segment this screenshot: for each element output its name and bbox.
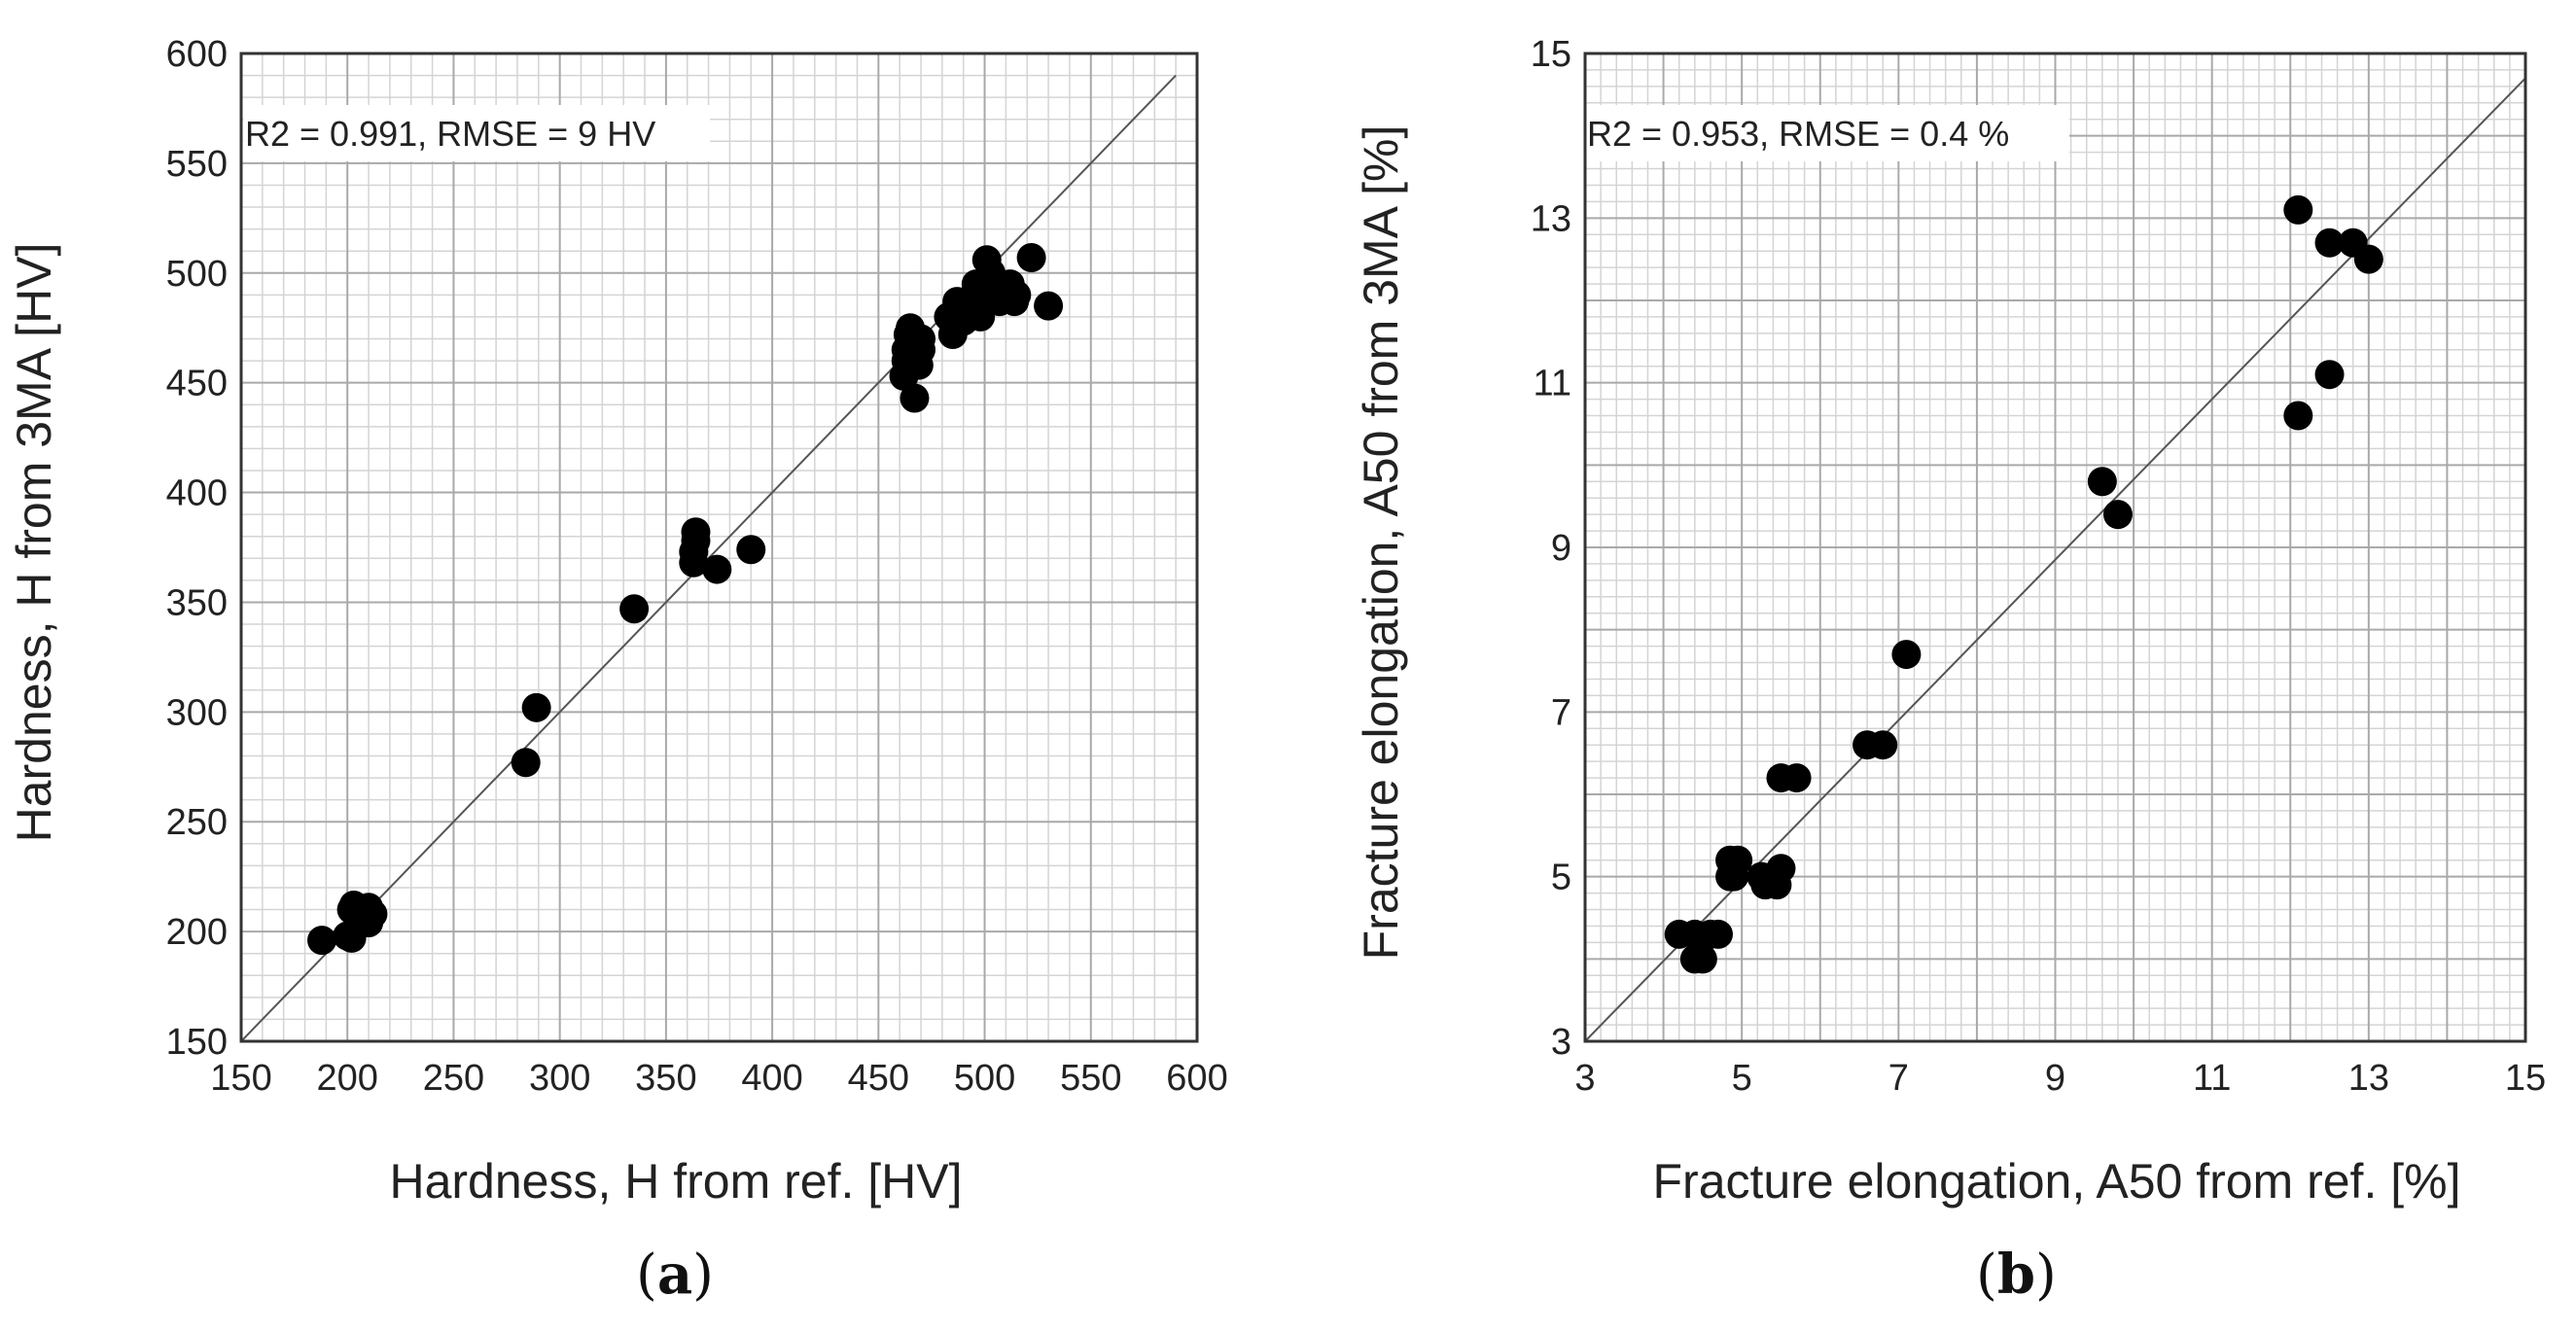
data-point bbox=[2353, 244, 2383, 274]
x-tick-label: 13 bbox=[2348, 1058, 2389, 1099]
x-tick-label: 11 bbox=[2193, 1058, 2231, 1099]
x-axis-label: Hardness, H from ref. [HV] bbox=[389, 1154, 962, 1209]
y-tick-label: 550 bbox=[166, 144, 228, 185]
caption-close-paren: ) bbox=[2035, 1244, 2057, 1307]
data-points bbox=[307, 242, 1064, 956]
data-point bbox=[1891, 640, 1922, 670]
x-tick-label: 200 bbox=[317, 1058, 378, 1099]
annotation-background bbox=[243, 105, 710, 161]
data-point bbox=[1687, 944, 1717, 974]
y-axis-label: Hardness, H from 3MA [HV] bbox=[7, 243, 61, 843]
x-tick-label: 250 bbox=[423, 1058, 484, 1099]
data-point bbox=[511, 748, 541, 778]
caption-open-paren: ( bbox=[1976, 1244, 1997, 1307]
y-tick-label: 400 bbox=[166, 473, 228, 514]
chart-panel-a: R2 = 0.991, RMSE = 9 HV 150 200 250 300 350 4… bbox=[7, 34, 1228, 1307]
caption-letter: a bbox=[657, 1243, 692, 1307]
y-tick-label: 15 bbox=[1531, 34, 1571, 75]
x-axis-label: Fracture elongation, A50 from ref. [%] bbox=[1653, 1154, 2461, 1209]
data-point bbox=[1016, 242, 1046, 272]
data-point bbox=[1703, 919, 1733, 949]
x-tick-label: 600 bbox=[1166, 1058, 1227, 1099]
data-point bbox=[2087, 467, 2117, 497]
y-tick-label: 3 bbox=[1551, 1022, 1571, 1063]
data-point bbox=[1868, 730, 1898, 760]
panel-caption-a: (a) bbox=[636, 1243, 714, 1307]
x-tick-label: 7 bbox=[1888, 1058, 1909, 1099]
x-tick-label: 450 bbox=[848, 1058, 909, 1099]
data-point bbox=[1723, 845, 1753, 875]
data-point bbox=[2102, 500, 2133, 530]
caption-letter: b bbox=[1997, 1243, 2035, 1307]
y-tick-label: 200 bbox=[166, 912, 228, 953]
y-tick-label: 150 bbox=[166, 1022, 228, 1063]
x-tick-label: 300 bbox=[529, 1058, 590, 1099]
y-tick-label: 450 bbox=[166, 364, 228, 404]
x-tick-label: 5 bbox=[1732, 1058, 1752, 1099]
data-point bbox=[2314, 360, 2345, 390]
y-tick-label: 250 bbox=[166, 802, 228, 843]
data-point bbox=[1034, 291, 1064, 321]
x-tick-labels: 150 200 250 300 350 400 450 500 550 600 bbox=[210, 1058, 1227, 1099]
y-tick-label: 11 bbox=[1534, 364, 1571, 404]
chart-panel-b: R2 = 0.953, RMSE = 0.4 % 3 5 7 9 11 13 15 3 5 7 9… bbox=[1354, 34, 2546, 1307]
data-point bbox=[2314, 228, 2345, 258]
data-point bbox=[702, 554, 732, 584]
y-tick-label: 13 bbox=[1531, 198, 1571, 239]
data-point bbox=[521, 692, 551, 722]
data-points bbox=[1664, 194, 2383, 974]
y-tick-label: 350 bbox=[166, 582, 228, 623]
y-tick-label: 500 bbox=[166, 254, 228, 295]
minor-gridlines bbox=[241, 53, 1197, 1041]
data-point bbox=[681, 517, 711, 547]
data-point bbox=[1766, 854, 1796, 884]
fit-statistics-annotation: R2 = 0.991, RMSE = 9 HV bbox=[245, 114, 655, 154]
y-tick-label: 600 bbox=[166, 34, 228, 75]
y-tick-label: 7 bbox=[1551, 692, 1571, 733]
plot-frame bbox=[239, 52, 1199, 1043]
data-point bbox=[2283, 401, 2313, 431]
x-tick-label: 15 bbox=[2505, 1058, 2546, 1099]
fit-statistics-annotation: R2 = 0.953, RMSE = 0.4 % bbox=[1587, 114, 2009, 154]
x-tick-label: 150 bbox=[210, 1058, 271, 1099]
y-tick-labels: 3 5 7 9 11 13 15 bbox=[1531, 34, 1571, 1063]
x-tick-label: 550 bbox=[1060, 1058, 1121, 1099]
y-tick-label: 9 bbox=[1551, 528, 1571, 569]
x-tick-label: 400 bbox=[741, 1058, 802, 1099]
data-point bbox=[1002, 280, 1032, 310]
caption-open-paren: ( bbox=[636, 1244, 657, 1307]
data-point bbox=[307, 926, 337, 956]
y-axis-label: Fracture elongation, A50 from 3MA [%] bbox=[1354, 125, 1408, 961]
data-point bbox=[1782, 763, 1812, 793]
y-tick-label: 300 bbox=[166, 692, 228, 733]
caption-close-paren: ) bbox=[692, 1244, 714, 1307]
x-tick-label: 9 bbox=[2045, 1058, 2065, 1099]
data-point bbox=[900, 383, 930, 413]
y-tick-labels: 150 200 250 300 350 400 450 500 550 600 bbox=[166, 34, 228, 1063]
panel-caption-b: (b) bbox=[1976, 1243, 2057, 1307]
data-point bbox=[736, 535, 766, 565]
data-point bbox=[906, 324, 936, 354]
y-tick-label: 5 bbox=[1551, 858, 1571, 898]
x-tick-labels: 3 5 7 9 11 13 15 bbox=[1574, 1058, 2546, 1099]
x-tick-label: 3 bbox=[1574, 1058, 1595, 1099]
data-point bbox=[358, 899, 388, 929]
data-point bbox=[2283, 194, 2313, 225]
annotation-background bbox=[1583, 105, 2069, 161]
x-tick-label: 350 bbox=[635, 1058, 696, 1099]
data-point bbox=[619, 594, 650, 624]
x-tick-label: 500 bbox=[954, 1058, 1015, 1099]
plot-frame bbox=[1583, 52, 2527, 1043]
